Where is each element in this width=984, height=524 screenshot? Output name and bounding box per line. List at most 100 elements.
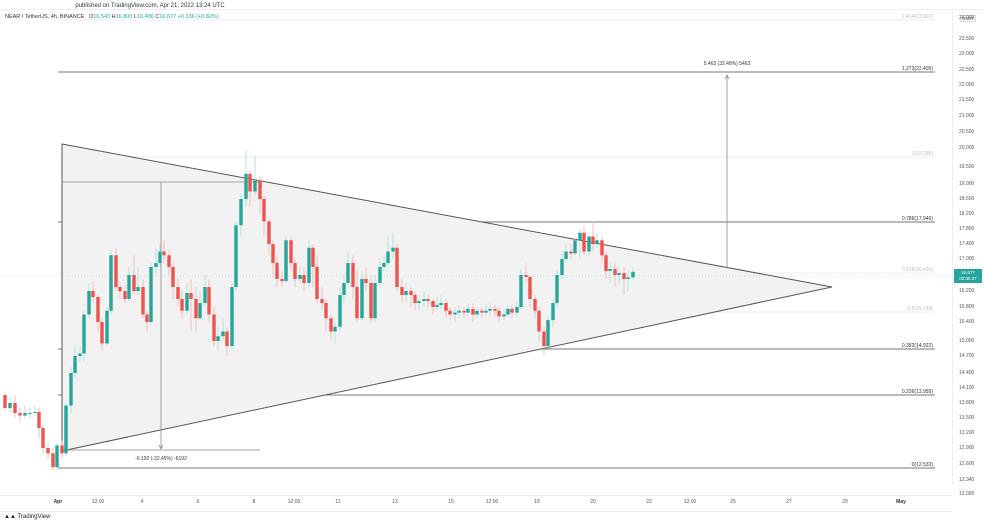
candle-body xyxy=(262,199,266,222)
candle-body xyxy=(114,255,118,287)
time-axis-tick: 12:00 xyxy=(485,499,499,505)
tradingview-logo-text: TradingView xyxy=(17,514,51,520)
candle-body xyxy=(395,247,399,287)
candle-body xyxy=(386,251,390,263)
candle-body xyxy=(528,277,532,299)
candle-body xyxy=(171,267,175,287)
candle-body xyxy=(216,336,220,341)
candle-body xyxy=(118,287,122,291)
candle-body xyxy=(132,275,136,291)
open-label: O xyxy=(88,14,94,20)
candle-body xyxy=(302,275,306,283)
candle-body xyxy=(493,308,497,311)
price-axis-tick: 18.200 xyxy=(959,211,975,217)
price-axis-tick: 17.400 xyxy=(959,241,975,247)
candle-body xyxy=(176,287,180,299)
candle-body xyxy=(582,232,586,252)
candle-body xyxy=(307,247,311,283)
time-axis-tick: 6 xyxy=(196,499,200,505)
candle-body xyxy=(617,273,621,275)
low-label: L xyxy=(133,14,138,20)
candle-body xyxy=(413,295,417,303)
time-axis-tick: 4 xyxy=(140,499,144,505)
candle-body xyxy=(212,314,216,341)
candle-body xyxy=(145,314,149,322)
candle-body xyxy=(510,308,514,313)
candle-body xyxy=(369,283,373,319)
candle-body xyxy=(391,247,395,252)
candle-body xyxy=(185,293,189,311)
price-axis-tick: 12.090 xyxy=(959,491,975,497)
tradingview-logo[interactable]: ▲▲ TradingView xyxy=(4,514,50,520)
price-axis-tick: 12.600 xyxy=(959,461,975,467)
time-axis-tick: 13 xyxy=(392,499,398,505)
candle-body xyxy=(471,308,475,315)
candle-body xyxy=(573,240,577,254)
candle-body xyxy=(378,267,382,283)
fib-level-label: 0.236(13.959) xyxy=(901,388,933,395)
candle-body xyxy=(560,259,564,275)
candle-body xyxy=(221,331,225,337)
price-axis-tick: 15.000 xyxy=(959,338,975,344)
price-chart-canvas[interactable] xyxy=(0,0,952,495)
candle-body xyxy=(253,180,257,192)
candle-body xyxy=(600,240,604,256)
candle-body xyxy=(154,263,158,267)
candle-body xyxy=(248,173,252,192)
symmetrical-triangle[interactable] xyxy=(61,143,833,452)
candle-body xyxy=(613,269,617,275)
candle-body xyxy=(453,312,457,315)
candle-body xyxy=(555,275,559,303)
candle-body xyxy=(73,356,77,373)
price-axis-tick: 23.500 xyxy=(959,36,975,42)
current-price-badge: 16.677 02:35:37 xyxy=(954,269,982,283)
candle-body xyxy=(360,279,364,319)
candle-body xyxy=(426,299,430,301)
candle-body xyxy=(189,293,193,299)
candle-body xyxy=(33,412,37,413)
candle-body xyxy=(533,299,537,311)
candle-body xyxy=(457,310,461,313)
candle-body xyxy=(60,445,64,454)
price-axis[interactable] xyxy=(952,10,984,485)
high-value: 16.800 xyxy=(115,14,133,20)
candle-body xyxy=(515,307,519,313)
candle-body xyxy=(578,232,582,241)
symbol-name[interactable]: NEAR / TetherUS, 4h, BINANCE xyxy=(5,14,85,20)
candle-body xyxy=(258,180,262,199)
candle-body xyxy=(46,448,50,454)
candle-body xyxy=(230,287,234,346)
candle-body xyxy=(13,403,17,413)
close-label: C xyxy=(155,14,160,20)
price-axis-tick: 17.000 xyxy=(959,256,975,262)
candle-body xyxy=(542,331,546,346)
candle-body xyxy=(275,263,279,279)
candle-body xyxy=(78,353,82,356)
time-axis-tick: May xyxy=(896,499,906,505)
fib-level-label: 0.786(17.946) xyxy=(901,215,933,222)
time-axis-tick: 25 xyxy=(730,499,736,505)
candle-body xyxy=(180,299,184,311)
time-axis-tick: 18 xyxy=(534,499,540,505)
candle-body xyxy=(475,310,479,315)
price-axis-tick: 20.500 xyxy=(959,129,975,135)
candle-body xyxy=(506,308,510,315)
price-axis-tick: 16.200 xyxy=(959,288,975,294)
candle-body xyxy=(64,405,68,454)
candle-body xyxy=(69,373,73,406)
candle-body xyxy=(225,331,229,346)
candle-body xyxy=(234,225,238,287)
candle-body xyxy=(587,236,591,252)
candle-body xyxy=(198,303,202,319)
published-caption: published on TradingView.com, Apr 21, 20… xyxy=(75,3,225,9)
time-axis[interactable] xyxy=(0,495,952,512)
candle-body xyxy=(3,395,7,408)
time-axis-tick: 29 xyxy=(842,499,848,505)
candle-body xyxy=(136,287,140,291)
candle-body xyxy=(569,251,573,254)
candle-body xyxy=(591,236,595,244)
candle-body xyxy=(417,301,421,303)
candle-body xyxy=(595,240,599,244)
candle-body xyxy=(382,263,386,267)
price-axis-tick: 13.500 xyxy=(959,415,975,421)
